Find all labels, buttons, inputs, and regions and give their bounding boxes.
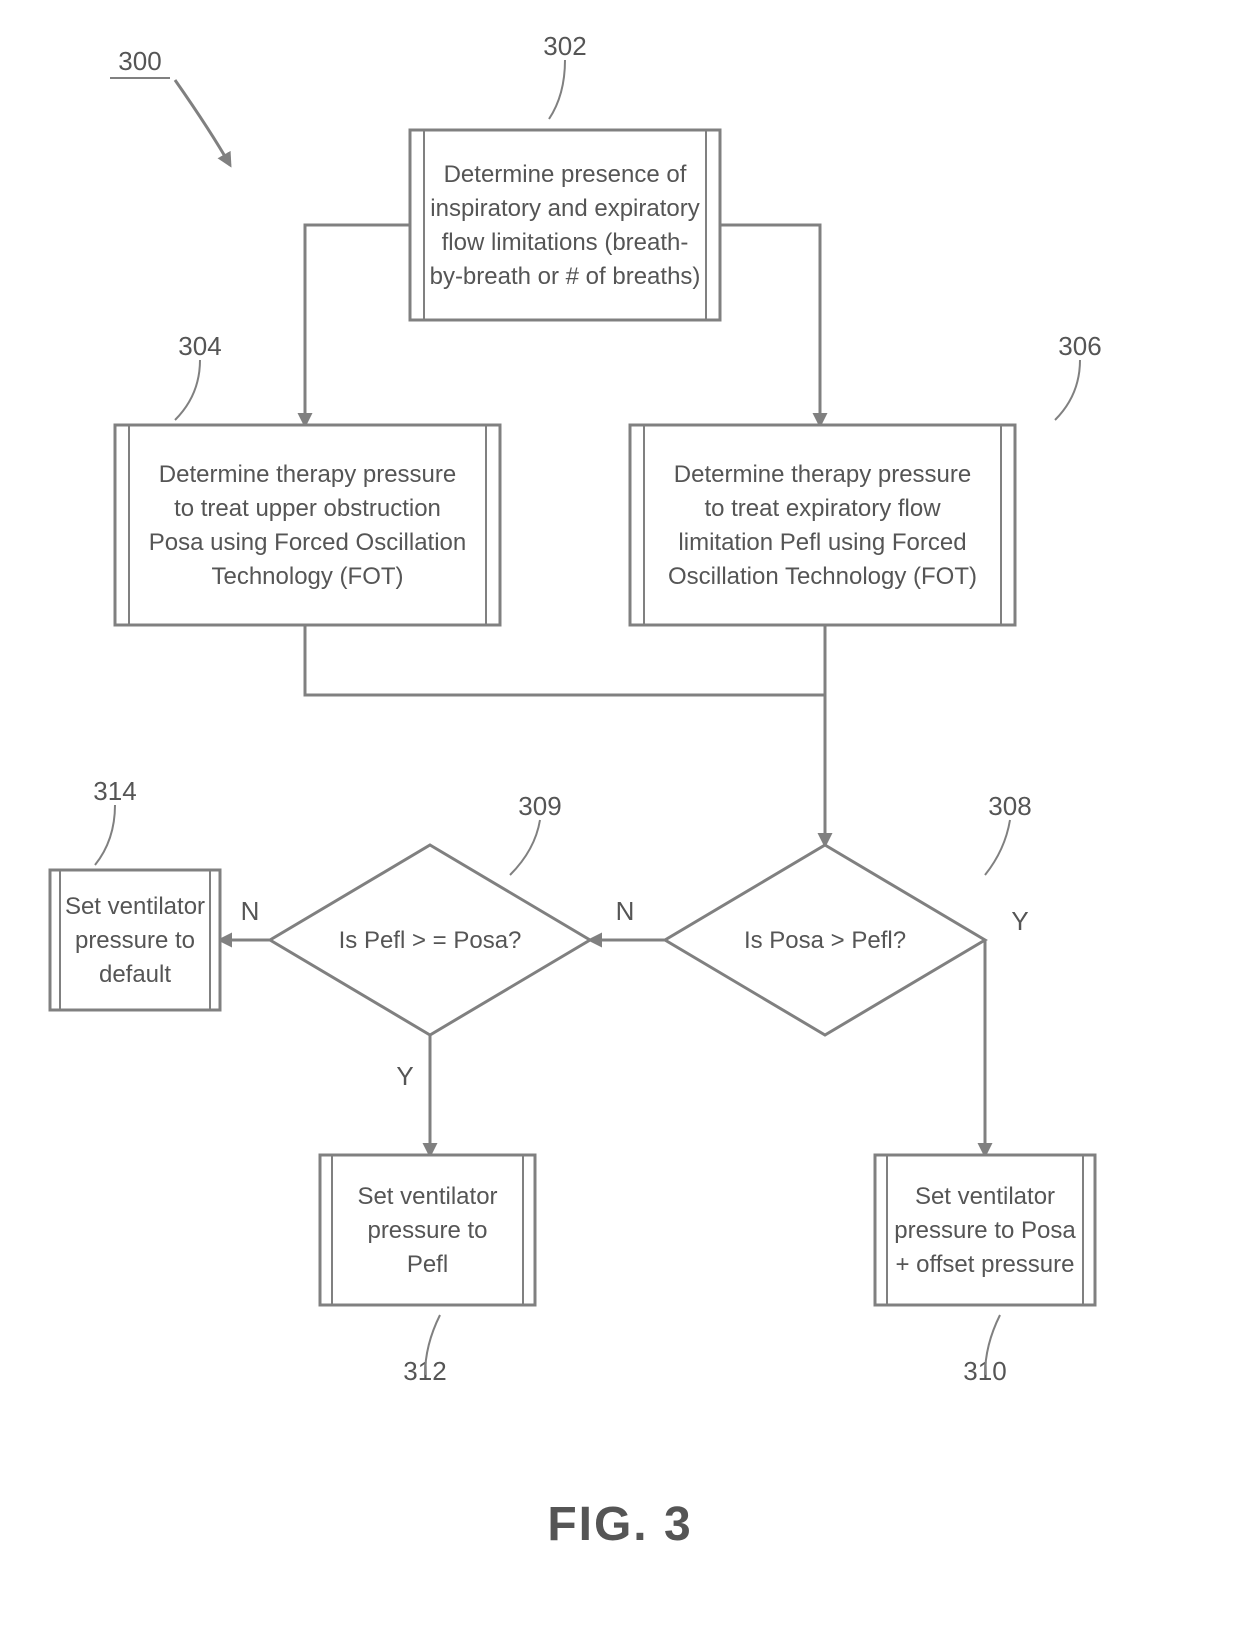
- process-n306: Determine therapy pressure to treat expir…: [630, 425, 1015, 625]
- node-text: default: [99, 961, 171, 988]
- node-text: + offset pressure: [896, 1251, 1075, 1278]
- node-text: Set ventilator: [915, 1183, 1055, 1210]
- edge: [720, 225, 820, 425]
- node-text: Set ventilator: [65, 893, 205, 920]
- leader: [1055, 360, 1080, 420]
- edge: [305, 625, 825, 845]
- process-n304: Determine therapy pressure to treat upper…: [115, 425, 500, 625]
- edge-label: N: [241, 896, 260, 926]
- node-text: Determine presence of: [444, 161, 687, 188]
- node-text: Pefl: [407, 1251, 448, 1278]
- node-text: inspiratory and expiratory: [430, 195, 699, 222]
- edge-label: Y: [1011, 906, 1028, 936]
- node-text: pressure to: [367, 1217, 487, 1244]
- node-text: Determine therapy pressure: [159, 461, 456, 488]
- node-text: to treat upper obstruction: [174, 495, 441, 522]
- ref-n309: 309: [518, 791, 561, 821]
- node-text: flow limitations (breath-: [442, 229, 689, 256]
- process-n310: Set ventilator pressure to Posa + offset p…: [875, 1155, 1095, 1305]
- edge-label: Y: [396, 1061, 413, 1091]
- node-text: Set ventilator: [357, 1183, 497, 1210]
- ref-n302: 302: [543, 31, 586, 61]
- ref-n304: 304: [178, 331, 221, 361]
- node-text: Is Posa > Pefl?: [744, 927, 906, 954]
- decision-n309: Is Pefl > = Posa?: [270, 845, 590, 1035]
- node-text: Posa using Forced Oscillation: [149, 529, 466, 556]
- ref-n308: 308: [988, 791, 1031, 821]
- node-text: pressure to: [75, 927, 195, 954]
- leader: [549, 60, 565, 119]
- process-n314: Set ventilator pressure to default: [50, 870, 220, 1010]
- leader: [95, 805, 115, 865]
- process-n302: Determine presence of inspiratory and exp…: [410, 130, 720, 320]
- flowchart: 300 Y N N Y Determine presence of inspiratory …: [0, 0, 1240, 1648]
- diagram-ref: 300: [118, 46, 161, 76]
- node-text: to treat expiratory flow: [704, 495, 941, 522]
- node-text: pressure to Posa: [894, 1217, 1076, 1244]
- node-text: Determine therapy pressure: [674, 461, 971, 488]
- leader: [510, 820, 540, 875]
- ref-n306: 306: [1058, 331, 1101, 361]
- node-text: limitation Pefl using Forced: [678, 529, 966, 556]
- process-n312: Set ventilator pressure to Pefl: [320, 1155, 535, 1305]
- node-text: Technology (FOT): [211, 563, 403, 590]
- node-text: Oscillation Technology (FOT): [668, 563, 977, 590]
- ref-n314: 314: [93, 776, 136, 806]
- node-text: by-breath or # of breaths): [430, 263, 701, 290]
- decision-n308: Is Posa > Pefl?: [665, 845, 985, 1035]
- node-text: Is Pefl > = Posa?: [339, 927, 522, 954]
- figure-label: FIG. 3: [547, 1498, 692, 1551]
- edge-label: N: [616, 896, 635, 926]
- edge: [305, 225, 410, 425]
- leader: [985, 820, 1010, 875]
- leader: [175, 360, 200, 420]
